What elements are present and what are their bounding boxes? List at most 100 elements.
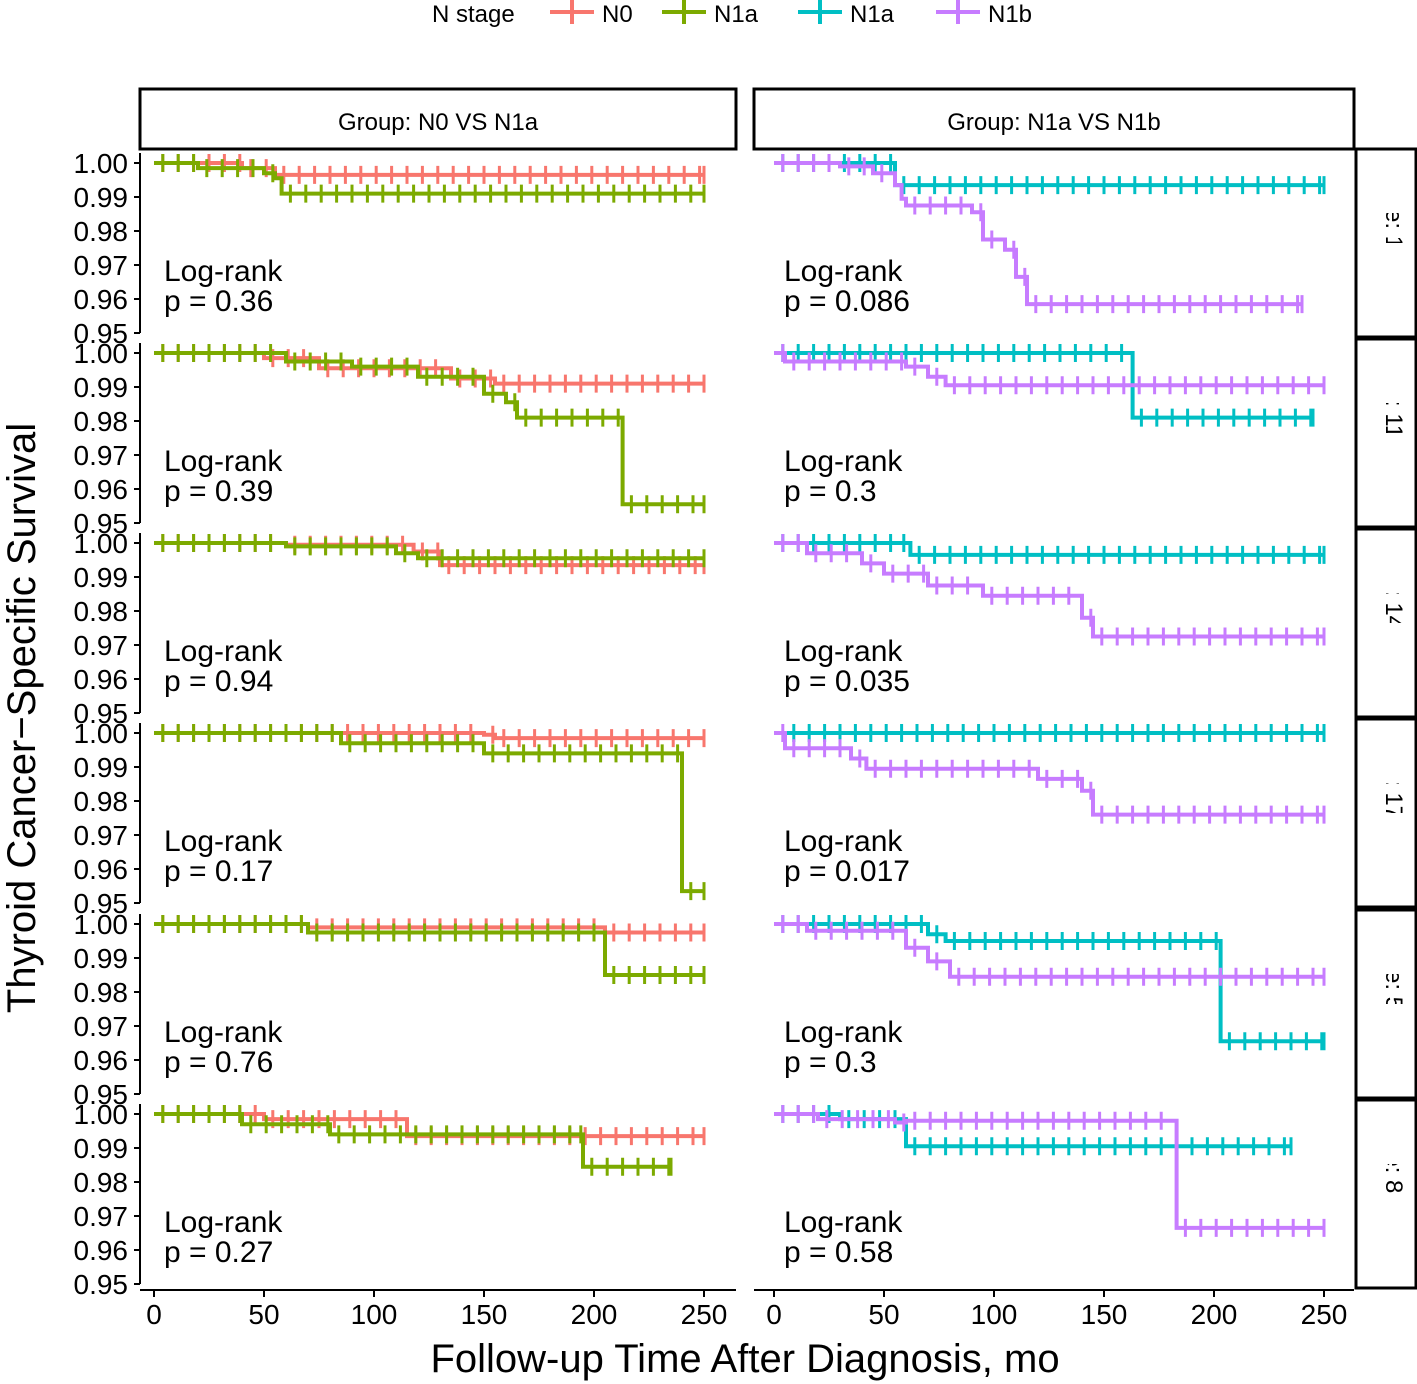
- y-tick-label-row-3-4: 0.99: [74, 752, 129, 783]
- legend-label-3: N1b: [988, 1, 1032, 28]
- km-censor-marks-r1-c1-n1b: [781, 344, 1326, 395]
- pvalue-label-r5-c0: p = 0.27: [164, 1236, 273, 1269]
- logrank-label-r2-c1: Log-rank: [784, 635, 903, 668]
- row-strip-5: [1354, 1098, 1417, 1290]
- km-curve-r3-c1-n1b: [774, 731, 1324, 817]
- km-curve-r2-c1-n1a: [774, 541, 1324, 557]
- legend-label-2: N1a: [850, 1, 895, 28]
- row-strip-label-size-1-4mm: Size: 1-4mm: [1380, 176, 1407, 311]
- pvalue-label-r0-c0: p = 0.36: [164, 285, 273, 318]
- y-tick-label-row-1-1: 0.96: [74, 474, 129, 505]
- row-strip-label-size-8-10mm: Size: 8-10mm: [1380, 1120, 1407, 1268]
- km-curve-r5-c1-n1b: [774, 1112, 1324, 1230]
- row-strip-4: [1354, 908, 1417, 1100]
- logrank-label-r5-c0: Log-rank: [164, 1206, 283, 1239]
- pvalue-label-r3-c0: p = 0.17: [164, 855, 273, 888]
- y-tick-label-row-4-4: 0.99: [74, 943, 129, 974]
- pvalue-label-r1-c1: p = 0.3: [784, 475, 877, 508]
- pvalue-label-r4-c0: p = 0.76: [164, 1046, 273, 1079]
- km-censor-marks-r3-c0-n1a: [161, 724, 706, 901]
- y-tick-label-row-4-3: 0.98: [74, 977, 129, 1008]
- y-tick-label-row-5-2: 0.97: [74, 1201, 129, 1232]
- km-censor-marks-r1-c0-n1a: [161, 344, 706, 514]
- y-tick-label-row-3-0: 0.95: [74, 888, 129, 919]
- y-tick-label-row-1-5: 1.00: [74, 338, 129, 369]
- y-tick-label-row-0-1: 0.96: [74, 284, 129, 315]
- km-curve-r3-c0-n1a: [154, 731, 704, 894]
- y-tick-label-row-3-1: 0.96: [74, 854, 129, 885]
- y-tick-label-row-0-4: 0.99: [74, 182, 129, 213]
- y-tick-label-row-3-5: 1.00: [74, 718, 129, 749]
- km-curve-r2-c1-n1b: [774, 541, 1324, 639]
- y-tick-label-row-5-0: 0.95: [74, 1269, 129, 1300]
- pvalue-label-r2-c1: p = 0.035: [784, 665, 910, 698]
- km-censor-marks-r0-c0-n1a: [161, 154, 706, 203]
- logrank-label-r4-c1: Log-rank: [784, 1016, 903, 1049]
- y-tick-label-row-4-1: 0.96: [74, 1045, 129, 1076]
- logrank-label-r4-c0: Log-rank: [164, 1016, 283, 1049]
- km-censor-marks-r3-c1-n1a: [792, 724, 1326, 742]
- x-tick-label-1-0: 0: [766, 1299, 782, 1330]
- km-curve-r2-c0-n0: [154, 541, 704, 568]
- km-curve-r4-c1-n1b: [774, 922, 1324, 979]
- y-tick-label-row-2-3: 0.98: [74, 596, 129, 627]
- logrank-label-r1-c1: Log-rank: [784, 445, 903, 478]
- y-tick-label-row-2-5: 1.00: [74, 528, 129, 559]
- km-censor-marks-r3-c1-n1b: [781, 724, 1326, 824]
- row-strip-0: [1354, 147, 1417, 339]
- row-strip-label-size-5-7mm: Size: 5-7mm: [1380, 937, 1407, 1072]
- x-tick-label-0-4: 200: [571, 1299, 618, 1330]
- y-tick-label-row-5-5: 1.00: [74, 1099, 129, 1130]
- logrank-label-r0-c1: Log-rank: [784, 255, 903, 288]
- km-curve-r1-c0-n0: [154, 351, 704, 386]
- column-strip-label-0: Group: N0 VS N1a: [338, 109, 539, 136]
- y-tick-label-row-0-2: 0.97: [74, 250, 129, 281]
- km-censor-marks-r4-c0-n1a: [161, 915, 706, 984]
- y-tick-label-row-0-3: 0.98: [74, 216, 129, 247]
- x-axis-label: Follow-up Time After Diagnosis, mo: [430, 1337, 1059, 1381]
- km-curve-r1-c0-n1a: [154, 351, 704, 507]
- legend-label-1: N1a: [714, 1, 759, 28]
- row-strip-3: [1354, 717, 1417, 909]
- km-curve-r0-c0-n1a: [154, 161, 704, 196]
- km-censor-marks-r2-c0-n0: [161, 534, 706, 575]
- pvalue-label-r1-c0: p = 0.39: [164, 475, 273, 508]
- x-tick-label-1-5: 250: [1301, 1299, 1348, 1330]
- km-censor-marks-r2-c1-n1b: [781, 534, 1326, 646]
- x-tick-label-1-1: 50: [868, 1299, 899, 1330]
- row-strip-1: [1354, 337, 1417, 529]
- km-curve-r3-c0-n0: [154, 731, 704, 741]
- y-tick-label-row-4-2: 0.97: [74, 1011, 129, 1042]
- y-tick-label-row-3-2: 0.97: [74, 820, 129, 851]
- y-tick-label-row-2-0: 0.95: [74, 698, 129, 729]
- x-tick-label-0-0: 0: [146, 1299, 162, 1330]
- pvalue-label-r4-c1: p = 0.3: [784, 1046, 877, 1079]
- y-tick-label-row-2-4: 0.99: [74, 562, 129, 593]
- y-tick-label-row-0-0: 0.95: [74, 318, 129, 349]
- y-tick-label-row-1-3: 0.98: [74, 406, 129, 437]
- row-strip-label-size-11-13mm: Size: 11-13mm: [1380, 353, 1407, 513]
- km-curve-r5-c0-n1a: [154, 1112, 671, 1169]
- y-tick-label-row-3-3: 0.98: [74, 786, 129, 817]
- row-strip-2: [1354, 527, 1417, 719]
- km-censor-marks-r5-c1-n1b: [781, 1105, 1326, 1237]
- x-tick-label-1-3: 150: [1081, 1299, 1128, 1330]
- legend-title: N stage: [432, 1, 515, 28]
- logrank-label-r0-c0: Log-rank: [164, 255, 283, 288]
- logrank-label-r3-c0: Log-rank: [164, 825, 283, 858]
- logrank-label-r5-c1: Log-rank: [784, 1206, 903, 1239]
- logrank-label-r2-c0: Log-rank: [164, 635, 283, 668]
- y-tick-label-row-4-5: 1.00: [74, 909, 129, 940]
- x-tick-label-0-2: 100: [351, 1299, 398, 1330]
- y-tick-label-row-5-1: 0.96: [74, 1235, 129, 1266]
- pvalue-label-r5-c1: p = 0.58: [784, 1236, 893, 1269]
- y-tick-label-row-1-2: 0.97: [74, 440, 129, 471]
- pvalue-label-r3-c1: p = 0.017: [784, 855, 910, 888]
- km-censor-marks-r2-c0-n1a: [161, 534, 706, 568]
- km-censor-marks-r4-c1-n1b: [781, 915, 1326, 986]
- logrank-label-r1-c0: Log-rank: [164, 445, 283, 478]
- pvalue-label-r0-c1: p = 0.086: [784, 285, 910, 318]
- km-curve-r0-c1-n1b: [774, 161, 1302, 307]
- column-strip-1: [752, 87, 1356, 151]
